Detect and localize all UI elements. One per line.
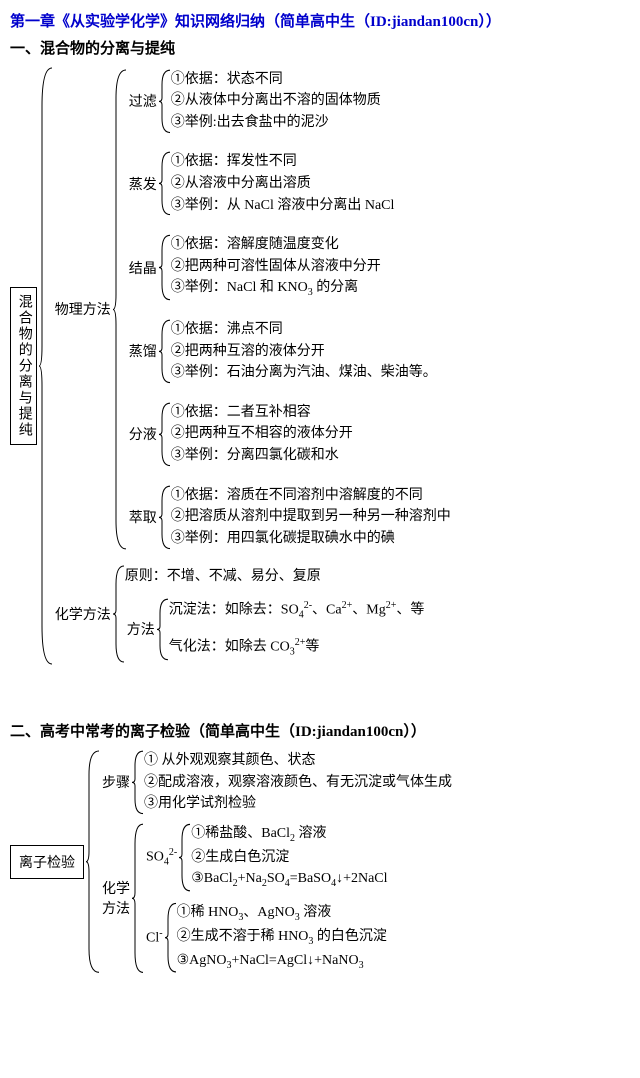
node-method: 方法 沉淀法：如除去：SO42-、Ca2+、Mg2+、等 气化法：如除去 CO3… <box>125 597 425 662</box>
brace-icon <box>159 150 171 217</box>
leaf-text: ③举例：从 NaCl 溶液中分离出 NaCl <box>171 196 395 216</box>
leaf-text: ① 从外观观察其颜色、状态 <box>144 751 452 771</box>
label-dist: 蒸馏 <box>127 341 159 361</box>
label-method: 方法 <box>125 619 157 639</box>
node-physical: 物理方法 过滤 ①依据：状态不同 ②从液体中分离出不溶的固体物质 ③举例:出去食… <box>53 68 451 551</box>
tree-separation: 混合物的分离与提纯 物理方法 过滤 ①依据：状态不同 ②从液体中分离出不溶的固体… <box>10 66 630 666</box>
brace-icon <box>159 233 171 302</box>
label-extr: 萃取 <box>127 507 159 527</box>
node-chemical: 化学方法 原则：不增、不减、易分、复原 方法 沉淀法：如除去：SO42-、Ca2… <box>53 564 451 664</box>
brace-icon <box>159 401 171 468</box>
label-chemical: 化学方法 <box>53 604 113 624</box>
label-chem2: 化学方法 <box>100 878 132 918</box>
label-steps: 步骤 <box>100 772 132 792</box>
leaf-text: ③AgNO3+NaCl=AgCl↓+NaNO3 <box>177 951 387 973</box>
leaf-text: ②把溶质从溶剂中提取到另一种另一种溶剂中 <box>171 507 451 527</box>
brace-icon <box>159 68 171 135</box>
leaf-text: ②生成白色沉淀 <box>191 848 387 868</box>
node-cryst: 结晶 ①依据：溶解度随温度变化 ②把两种可溶性固体从溶液中分开 ③举例：NaCl… <box>127 233 451 302</box>
leaf-text: ①稀盐酸、BaCl2 溶液 <box>191 824 387 846</box>
chapter-title: 第一章《从实验学化学》知识网络归纳（简单高中生（ID:jiandan100cn）… <box>10 10 630 31</box>
brace-icon <box>113 564 125 664</box>
brace-icon <box>113 68 127 551</box>
node-steps: 步骤 ① 从外观观察其颜色、状态 ②配成溶液，观察溶液颜色、有无沉淀或气体生成 … <box>100 749 452 816</box>
label-physical: 物理方法 <box>53 299 113 319</box>
brace-icon <box>132 822 144 975</box>
brace-icon <box>39 66 53 666</box>
brace-icon <box>86 749 100 974</box>
brace-icon <box>179 822 191 893</box>
leaf-text: ②配成溶液，观察溶液颜色、有无沉淀或气体生成 <box>144 773 452 793</box>
node-sep: 分液 ①依据：二者互补相容 ②把两种互不相容的液体分开 ③举例：分离四氯化碳和水 <box>127 401 451 468</box>
leaf-text: ②从溶液中分离出溶质 <box>171 174 395 194</box>
leaf-precip: 沉淀法：如除去：SO42-、Ca2+、Mg2+、等 <box>169 599 425 622</box>
leaf-text: ①依据：溶解度随温度变化 <box>171 235 381 255</box>
leaf-text: ①依据：溶质在不同溶剂中溶解度的不同 <box>171 486 451 506</box>
leaf-text: ①依据：二者互补相容 <box>171 403 353 423</box>
brace-icon <box>159 484 171 551</box>
label-cl: Cl- <box>144 928 165 947</box>
node-chem2: 化学方法 SO42- ①稀盐酸、BaCl2 溶液 ②生成白色沉淀 ③BaCl2+… <box>100 822 452 975</box>
leaf-text: ③举例：NaCl 和 KNO3 的分离 <box>171 278 381 300</box>
label-filter: 过滤 <box>127 91 159 111</box>
brace-icon <box>159 318 171 385</box>
label-so4: SO42- <box>144 847 179 867</box>
section-2-title: 二、高考中常考的离子检验（简单高中生（ID:jiandan100cn）） <box>10 720 630 741</box>
label-evap: 蒸发 <box>127 174 159 194</box>
tree-ion: 离子检验 步骤 ① 从外观观察其颜色、状态 ②配成溶液，观察溶液颜色、有无沉淀或… <box>10 749 630 974</box>
leaf-text: ②把两种可溶性固体从溶液中分开 <box>171 257 381 277</box>
leaf-principle: 原则：不增、不减、易分、复原 <box>125 567 425 587</box>
leaf-text: ③BaCl2+Na2SO4=BaSO4↓+2NaCl <box>191 869 387 891</box>
leaf-text: ③举例：石油分离为汽油、煤油、柴油等。 <box>171 363 437 383</box>
leaf-text: ①依据：挥发性不同 <box>171 152 395 172</box>
node-extr: 萃取 ①依据：溶质在不同溶剂中溶解度的不同 ②把溶质从溶剂中提取到另一种另一种溶… <box>127 484 451 551</box>
leaf-text: ②从液体中分离出不溶的固体物质 <box>171 91 381 111</box>
section-1-title: 一、混合物的分离与提纯 <box>10 37 630 58</box>
leaf-text: ①稀 HNO3、AgNO3 溶液 <box>177 903 387 925</box>
leaf-text: ③举例:出去食盐中的泥沙 <box>171 113 381 133</box>
brace-icon <box>132 749 144 816</box>
leaf-text: ②把两种互溶的液体分开 <box>171 342 437 362</box>
label-cryst: 结晶 <box>127 258 159 278</box>
brace-icon <box>157 597 169 662</box>
root-separation: 混合物的分离与提纯 <box>10 287 37 445</box>
node-evap: 蒸发 ①依据：挥发性不同 ②从溶液中分离出溶质 ③举例：从 NaCl 溶液中分离… <box>127 150 451 217</box>
leaf-text: ③举例：用四氯化碳提取碘水中的碘 <box>171 529 451 549</box>
leaf-text: ①依据：状态不同 <box>171 70 381 90</box>
brace-icon <box>165 901 177 974</box>
leaf-gas: 气化法：如除去 CO32+等 <box>169 636 425 659</box>
node-dist: 蒸馏 ①依据：沸点不同 ②把两种互溶的液体分开 ③举例：石油分离为汽油、煤油、柴… <box>127 318 451 385</box>
node-so4: SO42- ①稀盐酸、BaCl2 溶液 ②生成白色沉淀 ③BaCl2+Na2SO… <box>144 822 388 893</box>
node-filter: 过滤 ①依据：状态不同 ②从液体中分离出不溶的固体物质 ③举例:出去食盐中的泥沙 <box>127 68 451 135</box>
leaf-text: ③举例：分离四氯化碳和水 <box>171 446 353 466</box>
leaf-text: ②把两种互不相容的液体分开 <box>171 424 353 444</box>
leaf-text: ①依据：沸点不同 <box>171 320 437 340</box>
leaf-text: ③用化学试剂检验 <box>144 794 452 814</box>
root-ion: 离子检验 <box>10 845 84 879</box>
label-sep: 分液 <box>127 424 159 444</box>
node-cl: Cl- ①稀 HNO3、AgNO3 溶液 ②生成不溶于稀 HNO3 的白色沉淀 … <box>144 901 388 974</box>
leaf-text: ②生成不溶于稀 HNO3 的白色沉淀 <box>177 927 387 949</box>
